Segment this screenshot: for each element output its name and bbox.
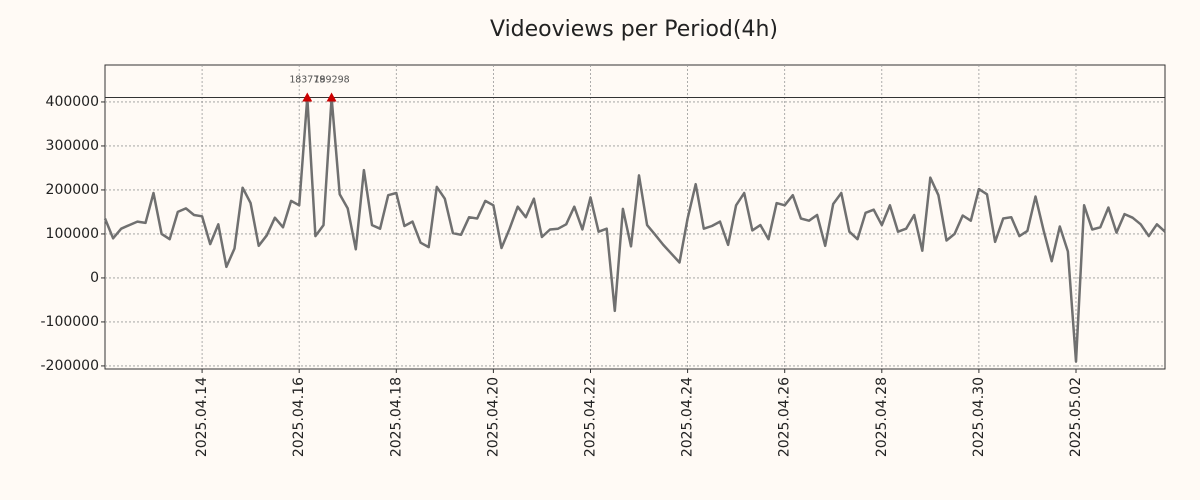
annotation: 189298 [314, 75, 350, 86]
y-tick-label: 300000 [46, 138, 99, 154]
x-tick-label: 2025.04.20 [485, 377, 501, 457]
x-tick-label: 2025.04.22 [582, 377, 598, 457]
annotation: 183779 [289, 75, 325, 86]
peak-marker [302, 92, 313, 102]
y-tick-label: 0 [90, 270, 99, 286]
x-tick-label: 2025.04.26 [777, 377, 793, 457]
x-tick-label: 2025.04.14 [194, 377, 210, 457]
x-tick-label: 2025.04.16 [291, 377, 307, 457]
data-line [103, 96, 1166, 363]
x-tick-label: 2025.04.28 [874, 377, 890, 457]
x-tick-label: 2025.04.24 [680, 377, 696, 457]
x-tick-label: 2025.05.02 [1068, 377, 1084, 457]
chart-title: Videoviews per Period(4h) [490, 17, 778, 42]
y-tick-label: -200000 [41, 358, 100, 374]
y-tick-label: 200000 [46, 182, 99, 198]
y-tick-label: 400000 [46, 94, 99, 110]
x-tick-label: 2025.04.30 [971, 377, 987, 457]
peak-marker [326, 92, 337, 102]
y-tick-label: 100000 [46, 226, 99, 242]
y-tick-label: -100000 [41, 314, 100, 330]
x-tick-label: 2025.04.18 [388, 377, 404, 457]
